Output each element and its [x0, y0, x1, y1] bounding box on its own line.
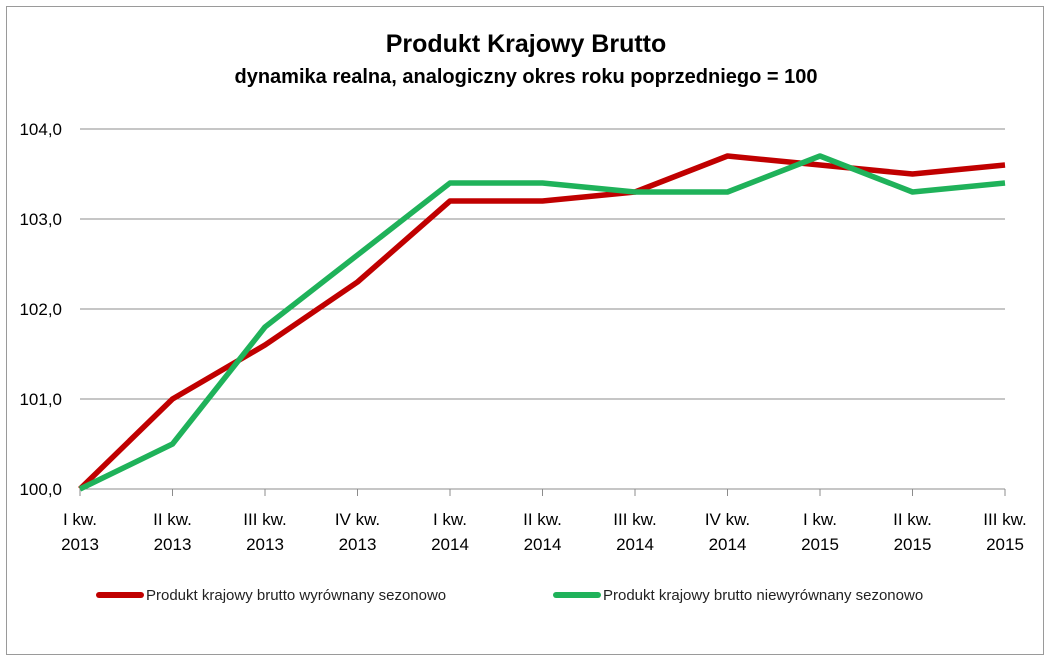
x-tick-label: 2013 [339, 535, 377, 554]
x-tick-label: III kw. [243, 510, 286, 529]
chart-title: Produkt Krajowy Brutto [385, 30, 667, 58]
x-tick-label: 2015 [894, 535, 932, 554]
y-tick-label: 101,0 [19, 390, 62, 409]
x-tick-label: 2015 [801, 535, 839, 554]
legend-label: Produkt krajowy brutto niewyrównany sezo… [603, 586, 924, 604]
y-tick-label: 100,0 [19, 480, 62, 499]
x-tick-label: 2015 [986, 535, 1024, 554]
legend-item-not-seasonally-adjusted: Produkt krajowy brutto niewyrównany sezo… [553, 582, 923, 608]
legend-label: Produkt krajowy brutto wyrównany sezonow… [146, 586, 447, 604]
y-tick-label: 103,0 [19, 210, 62, 229]
x-tick-label: I kw. [63, 510, 97, 529]
x-tick-label: 2014 [616, 535, 654, 554]
x-tick-label: 2013 [154, 535, 192, 554]
series-line-2 [78, 153, 1006, 492]
x-tick-label: 2013 [61, 535, 99, 554]
x-tick-label: 2014 [709, 535, 747, 554]
legend-swatch-red [96, 592, 144, 598]
x-tick-label: II kw. [523, 510, 562, 529]
x-tick-label: II kw. [153, 510, 192, 529]
x-tick-label: 2014 [431, 535, 469, 554]
legend-swatch-green [553, 592, 601, 598]
y-tick-label: 104,0 [19, 120, 62, 139]
legend-item-seasonally-adjusted: Produkt krajowy brutto wyrównany sezonow… [96, 582, 446, 608]
series-line-1 [78, 153, 1006, 491]
chart-subtitle: dynamika realna, analogiczny okres roku … [234, 66, 818, 88]
y-tick-label: 102,0 [19, 300, 62, 319]
x-tick-label: I kw. [803, 510, 837, 529]
x-tick-label: IV kw. [705, 510, 750, 529]
x-tick-label: II kw. [893, 510, 932, 529]
x-tick-label: III kw. [983, 510, 1026, 529]
x-tick-label: I kw. [433, 510, 467, 529]
chart-frame [6, 6, 1044, 655]
x-tick-label: 2014 [524, 535, 562, 554]
x-tick-label: 2013 [246, 535, 284, 554]
x-tick-label: IV kw. [335, 510, 380, 529]
x-tick-label: III kw. [613, 510, 656, 529]
